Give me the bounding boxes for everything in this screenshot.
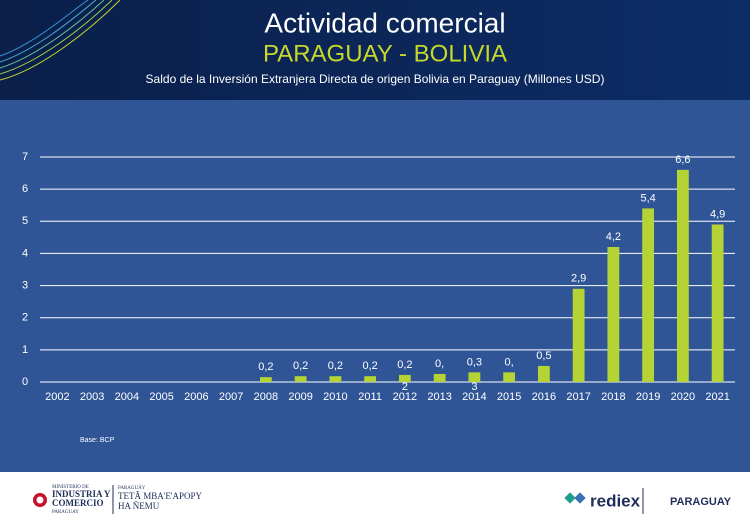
- x-tick-label: 2014: [462, 391, 486, 403]
- bar: [537, 365, 550, 382]
- footer-text: MINISTERIO DE: [52, 485, 89, 490]
- y-tick-label: 3: [22, 279, 28, 291]
- rediex-logo: rediex: [590, 491, 641, 510]
- footer-text: PARAGUAY: [52, 510, 79, 515]
- x-tick-label: 2010: [323, 391, 347, 403]
- data-label: 4,9: [710, 208, 725, 220]
- header-decoration: [0, 0, 121, 81]
- x-tick-label: 2003: [80, 391, 104, 403]
- y-tick-label: 1: [22, 344, 28, 356]
- rediex-icon: [564, 492, 576, 504]
- bar: [259, 377, 272, 382]
- bar: [364, 376, 377, 382]
- x-tick-label: 2017: [566, 391, 590, 403]
- x-tick-label: 2006: [184, 391, 208, 403]
- data-label: 0,: [435, 358, 444, 370]
- bar: [503, 372, 516, 382]
- bar: [711, 224, 724, 382]
- bar: [329, 376, 342, 382]
- source: Base: BCP: [80, 437, 115, 444]
- footer-text: TETÃ MBA'E'APOPY: [118, 491, 202, 501]
- y-tick-label: 5: [22, 215, 28, 227]
- footer-bg: [0, 472, 750, 525]
- x-tick-label: 2009: [288, 391, 312, 403]
- chart-title: Actividad comercial: [264, 7, 505, 38]
- seal-inner: [36, 496, 44, 504]
- rediex-icon: [574, 492, 586, 504]
- x-tick-label: 2011: [358, 391, 382, 403]
- data-label: 0,2: [258, 361, 273, 373]
- bar: [433, 373, 446, 382]
- x-tick-label: 2018: [601, 391, 625, 403]
- stray-label: 2: [402, 381, 408, 393]
- x-tick-label: 2021: [705, 391, 729, 403]
- footer-text: PARAGUÁY: [118, 485, 146, 491]
- x-tick-label: 2015: [497, 391, 521, 403]
- data-label: 6,6: [675, 154, 690, 166]
- data-label: 0,2: [362, 360, 377, 372]
- footer-text: HA ÑEMU: [118, 501, 160, 511]
- data-label: 5,4: [640, 192, 655, 204]
- bar: [642, 208, 655, 382]
- bar: [676, 169, 689, 382]
- bar: [294, 376, 307, 382]
- bar: [468, 372, 481, 382]
- x-tick-label: 2008: [254, 391, 278, 403]
- x-tick-label: 2004: [115, 391, 139, 403]
- bar: [398, 374, 411, 382]
- x-tick-label: 2012: [393, 391, 417, 403]
- data-label: 0,: [505, 356, 514, 368]
- x-tick-label: 2019: [636, 391, 660, 403]
- footer: MINISTERIO DE INDUSTRIA Y COMERCIO PARAG…: [33, 485, 202, 515]
- footer-text: INDUSTRIA Y: [52, 489, 111, 499]
- paraguay-logo: PARAGUAY: [670, 496, 732, 508]
- header-bg: [0, 0, 750, 100]
- bar: [572, 288, 585, 382]
- data-label: 0,2: [397, 359, 412, 371]
- footer-logos: rediex PARAGUAY: [564, 488, 732, 514]
- data-label: 0,5: [536, 350, 551, 362]
- data-label: 0,2: [293, 360, 308, 372]
- footer-text: COMERCIO: [52, 498, 104, 508]
- y-tick-label: 6: [22, 183, 28, 195]
- x-tick-label: 2007: [219, 391, 243, 403]
- bar: [607, 247, 620, 382]
- x-tick-label: 2020: [671, 391, 695, 403]
- x-tick-label: 2016: [532, 391, 556, 403]
- y-tick-label: 2: [22, 312, 28, 324]
- y-tick-label: 4: [22, 247, 28, 259]
- chart-heading: PARAGUAY - BOLIVIA: [263, 40, 507, 67]
- data-label: 4,2: [606, 231, 621, 243]
- data-label: 0,3: [467, 356, 482, 368]
- x-tick-label: 2002: [45, 391, 69, 403]
- x-tick-label: 2005: [149, 391, 173, 403]
- data-label: 0,2: [328, 360, 343, 372]
- data-label: 2,9: [571, 273, 586, 285]
- chart-subtitle: Saldo de la Inversión Extranjera Directa…: [146, 72, 605, 86]
- stray-label: 3: [471, 381, 477, 393]
- y-tick-label: 0: [22, 376, 28, 388]
- y-tick-label: 7: [22, 151, 28, 163]
- x-tick-label: 2013: [427, 391, 451, 403]
